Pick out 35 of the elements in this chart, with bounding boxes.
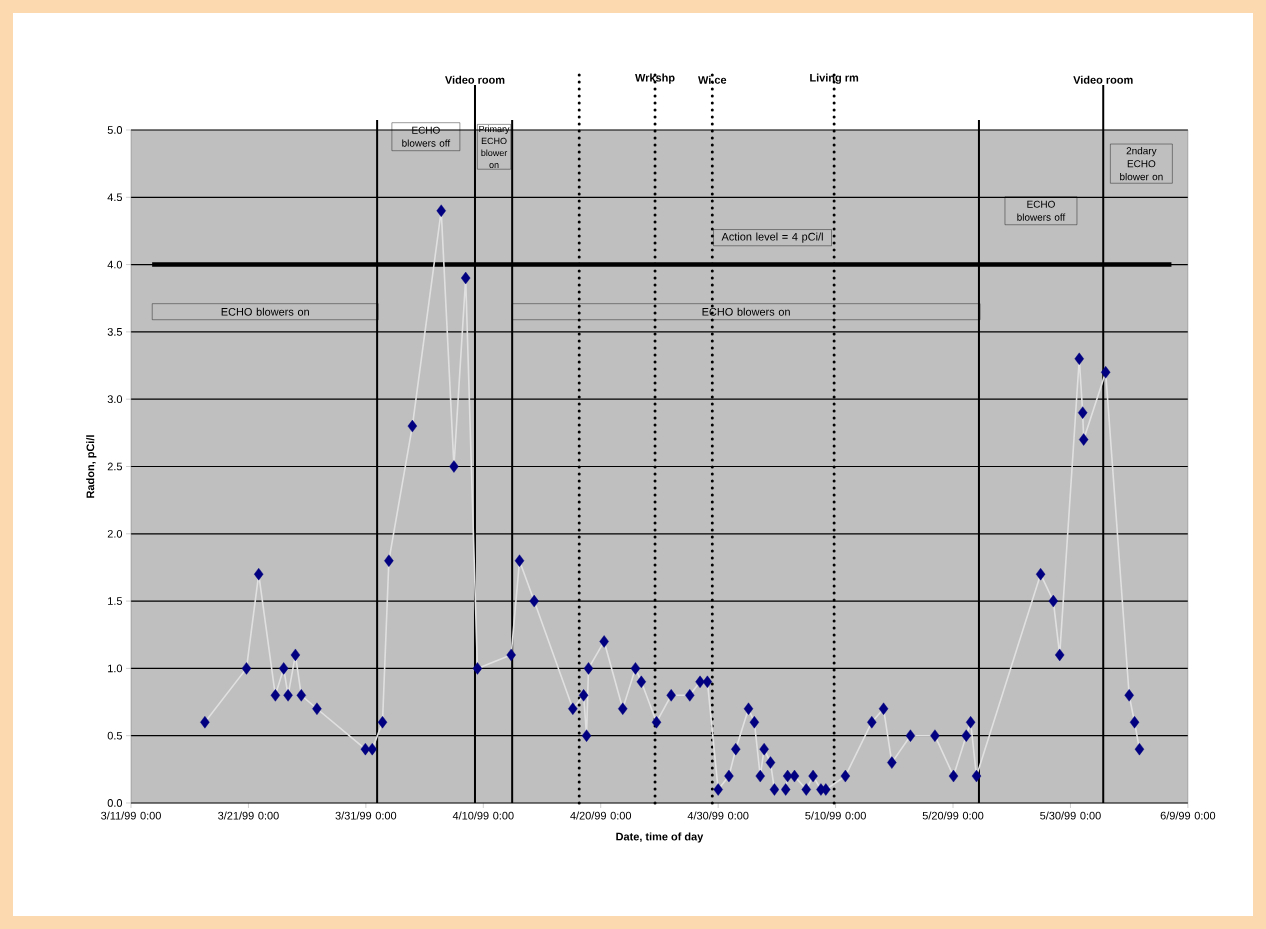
x-tick-label: 3/31/99 0:00	[335, 811, 397, 820]
ref-line-label: Living rm	[810, 73, 859, 84]
y-tick-label: 0.0	[107, 799, 123, 807]
y-tick-label: 5.0	[107, 126, 123, 134]
x-tick-label: 3/21/99 0:00	[218, 811, 279, 820]
annotation: ECHO blowers off	[402, 126, 451, 147]
ref-line-label: Video room	[445, 75, 505, 84]
x-tick-label: 5/10/99 0:00	[805, 811, 866, 820]
x-tick-label: 5/20/99 0:00	[922, 811, 984, 820]
y-tick-label: 0.5	[107, 731, 123, 740]
ref-line-label: Wrkshp	[635, 73, 675, 84]
x-tick-label: 4/10/99 0:00	[452, 811, 514, 820]
x-tick-label: 4/30/99 0:00	[687, 811, 749, 820]
y-tick-label: 2.5	[107, 462, 123, 471]
y-tick-label: 3.5	[107, 328, 123, 336]
x-tick-label: 6/9/99 0:00	[1160, 811, 1216, 820]
x-tick-label: 5/30/99 0:00	[1040, 811, 1101, 820]
x-axis-title: Date, time of day	[616, 832, 704, 843]
x-tick-label: 4/20/99 0:00	[570, 811, 632, 820]
y-tick-label: 1.5	[108, 597, 123, 605]
annotation: ECHO blowers on	[221, 307, 309, 316]
annotation: ECHO blowers off	[1017, 200, 1066, 221]
y-tick-label: 3.0	[107, 395, 123, 404]
annotation: 2ndary ECHO blower on	[1120, 147, 1163, 181]
annotation: ECHO blowers on	[702, 307, 790, 316]
y-tick-label: 4.0	[107, 260, 123, 269]
x-tick-label: 3/11/99 0:00	[101, 811, 161, 820]
y-tick-label: 4.5	[107, 193, 123, 202]
ref-line-label: Video room	[1073, 75, 1133, 84]
annotation: Primary ECHO blower on	[479, 125, 510, 169]
y-tick-label: 2.0	[107, 529, 123, 538]
y-tick-label: 1.0	[108, 664, 123, 673]
y-axis-title: Radon, pCi/l	[86, 435, 97, 498]
annotation: Action level = 4 pCi/l	[721, 232, 823, 243]
ref-line-label: Wi.ce	[698, 75, 727, 84]
